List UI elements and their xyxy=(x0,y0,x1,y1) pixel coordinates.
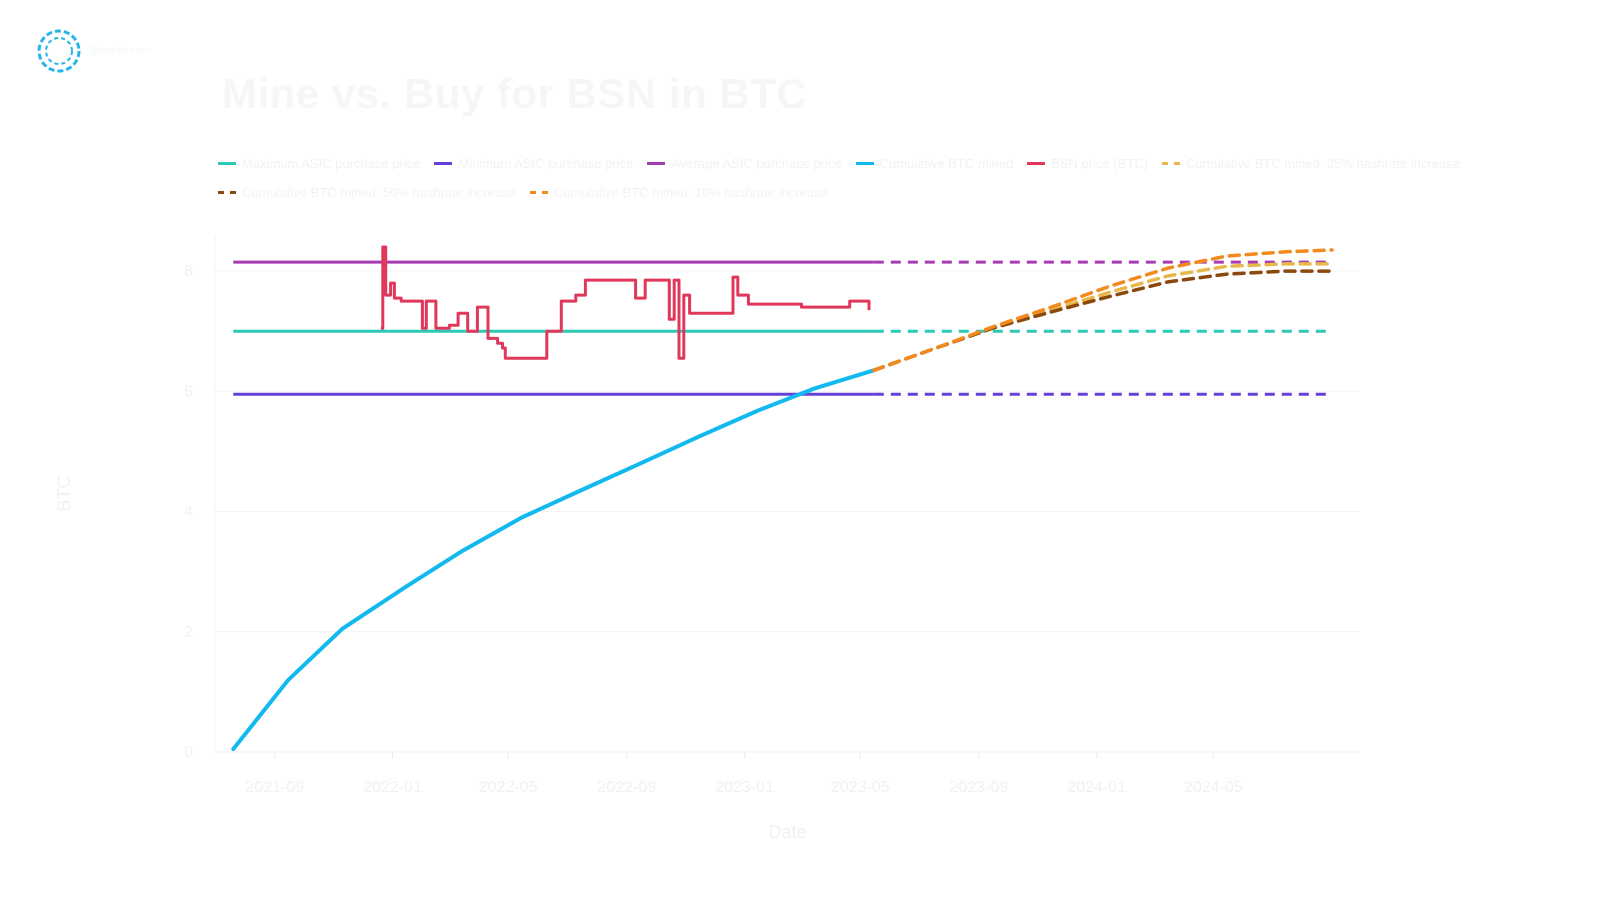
brand-name: Blockstream xyxy=(90,45,151,57)
legend-swatch xyxy=(529,191,548,194)
legend-swatch xyxy=(1162,162,1181,165)
chart-title: Mine vs. Buy for BSN in BTC xyxy=(222,70,808,117)
y-tick-label: 2 xyxy=(184,624,193,641)
legend-label: Cumulative BTC mined: 25% hashrate incre… xyxy=(1186,156,1460,171)
series-cumulative-btc-mined-25-hashrate-increase xyxy=(872,262,1334,373)
x-tick-label: 2024-05 xyxy=(1184,779,1243,796)
legend-label: Maximum ASIC purchase price xyxy=(242,156,421,171)
legend-label: Cumulative BTC mined: 50% hashrate incre… xyxy=(242,185,516,200)
x-tick-label: 2022-05 xyxy=(479,779,538,796)
legend-label: Cumulative BTC mined: 10% hashrate incre… xyxy=(553,185,828,200)
legend-label: Minimum ASIC purchase price xyxy=(458,156,634,171)
x-axis-label: Date xyxy=(768,822,806,842)
legend-swatch xyxy=(218,162,236,165)
y-tick-label: 6 xyxy=(184,383,193,400)
legend-item[interactable]: Maximum ASIC purchase price xyxy=(218,156,420,171)
x-tick-label: 2022-01 xyxy=(363,779,422,796)
series-cumulative-btc-mined-10-hashrate-increase xyxy=(872,248,1334,373)
x-tick-label: 2021-09 xyxy=(245,779,304,796)
y-tick-label: 4 xyxy=(184,504,193,521)
legend-item[interactable]: Cumulative BTC mined xyxy=(855,156,1014,171)
series-cumulative-btc-mined-50-hashrate-increase xyxy=(872,269,1334,373)
legend-swatch xyxy=(218,191,236,194)
legend-swatch xyxy=(1027,162,1046,165)
legend-swatch xyxy=(855,162,874,165)
y-axis-label: BTC xyxy=(54,475,74,511)
chart-legend: Maximum ASIC purchase price Minimum ASIC … xyxy=(218,156,1548,200)
brand: Blockstream xyxy=(36,28,151,74)
legend-item[interactable]: BSN price (BTC) xyxy=(1027,156,1148,171)
x-tick-label: 2023-01 xyxy=(715,779,774,796)
legend-item[interactable]: Cumulative BTC mined: 10% hashrate incre… xyxy=(529,185,828,200)
legend-swatch xyxy=(434,162,453,165)
legend-label: Cumulative BTC mined xyxy=(879,156,1014,171)
legend-item[interactable]: Cumulative BTC mined: 25% hashrate incre… xyxy=(1162,156,1460,171)
y-tick-label: 0 xyxy=(184,744,193,761)
legend-label: Average ASIC purchase price xyxy=(671,156,842,171)
x-tick-label: 2022-09 xyxy=(598,779,657,796)
series-bsn-price-btc xyxy=(380,245,871,360)
legend-item[interactable]: Average ASIC purchase price xyxy=(647,156,842,171)
legend-swatch xyxy=(647,162,666,165)
legend-item[interactable]: Minimum ASIC purchase price xyxy=(434,156,633,171)
legend-label: BSN price (BTC) xyxy=(1051,156,1149,171)
x-tick-label: 2023-09 xyxy=(950,779,1009,796)
series-cumulative-btc-mined xyxy=(231,368,876,751)
x-tick-label: 2024-01 xyxy=(1067,779,1126,796)
y-tick-label: 8 xyxy=(184,263,193,280)
circular-dashed-logo-icon xyxy=(37,29,81,73)
legend-item[interactable]: Cumulative BTC mined: 50% hashrate incre… xyxy=(218,185,516,200)
x-tick-label: 2023-05 xyxy=(831,779,890,796)
